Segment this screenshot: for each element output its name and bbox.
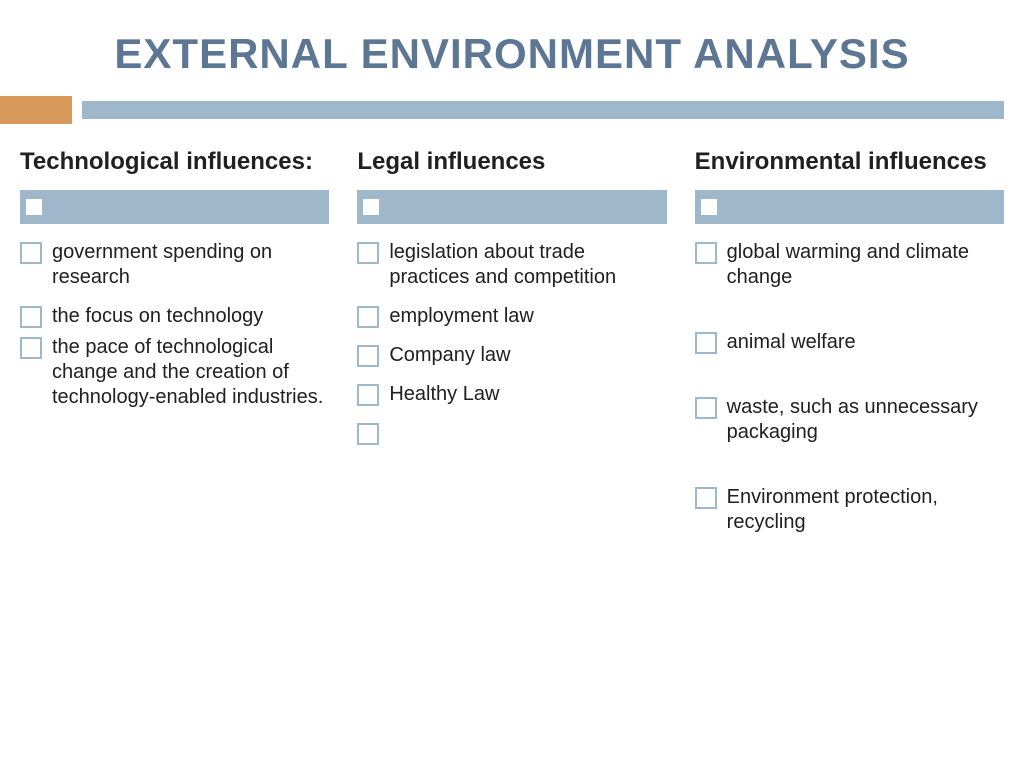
column-heading: Legal influences <box>357 148 666 176</box>
square-icon <box>363 199 379 215</box>
list-item <box>357 421 666 445</box>
list-item: Healthy Law <box>357 382 666 407</box>
checkbox-icon <box>357 345 379 367</box>
checkbox-icon <box>20 242 42 264</box>
item-text: Environment protection, recycling <box>727 485 1004 535</box>
item-text: Company law <box>389 343 510 368</box>
list-item: legislation about trade practices and co… <box>357 240 666 290</box>
item-text: animal welfare <box>727 330 856 355</box>
checkbox-icon <box>357 423 379 445</box>
item-text: employment law <box>389 304 534 329</box>
column-environmental: Environmental influences global warming … <box>695 148 1004 549</box>
column-bluebar <box>695 190 1004 224</box>
list-item: Company law <box>357 343 666 368</box>
checkbox-icon <box>695 397 717 419</box>
checkbox-icon <box>357 384 379 406</box>
item-text: government spending on research <box>52 240 329 290</box>
item-text: global warming and climate change <box>727 240 1004 290</box>
checkbox-icon <box>357 306 379 328</box>
list-item: global warming and climate change <box>695 240 1004 290</box>
item-text: legislation about trade practices and co… <box>389 240 666 290</box>
checkbox-icon <box>357 242 379 264</box>
slide-container: EXTERNAL ENVIRONMENT ANALYSIS Technologi… <box>0 0 1024 768</box>
item-text: Healthy Law <box>389 382 499 407</box>
checkbox-icon <box>695 487 717 509</box>
list-item: Environment protection, recycling <box>695 485 1004 535</box>
column-legal: Legal influences legislation about trade… <box>357 148 666 549</box>
list-item: the pace of technological change and the… <box>20 335 329 410</box>
page-title: EXTERNAL ENVIRONMENT ANALYSIS <box>0 30 1024 78</box>
list-item: waste, such as unnecessary packaging <box>695 395 1004 445</box>
list-item: animal welfare <box>695 330 1004 355</box>
columns-container: Technological influences: government spe… <box>0 148 1024 549</box>
item-text: the pace of technological change and the… <box>52 335 329 410</box>
accent-orange-block <box>0 96 72 124</box>
item-text: the focus on technology <box>52 304 263 329</box>
accent-blue-block <box>82 101 1004 119</box>
checkbox-icon <box>695 242 717 264</box>
column-technological: Technological influences: government spe… <box>20 148 329 549</box>
list-item: employment law <box>357 304 666 329</box>
list-item: government spending on research <box>20 240 329 290</box>
square-icon <box>701 199 717 215</box>
accent-bar <box>0 96 1024 124</box>
column-bluebar <box>20 190 329 224</box>
checkbox-icon <box>20 306 42 328</box>
list-item: the focus on technology <box>20 304 329 329</box>
square-icon <box>26 199 42 215</box>
column-heading: Technological influences: <box>20 148 329 176</box>
column-heading: Environmental influences <box>695 148 1004 176</box>
item-text: waste, such as unnecessary packaging <box>727 395 1004 445</box>
column-bluebar <box>357 190 666 224</box>
checkbox-icon <box>695 332 717 354</box>
checkbox-icon <box>20 337 42 359</box>
